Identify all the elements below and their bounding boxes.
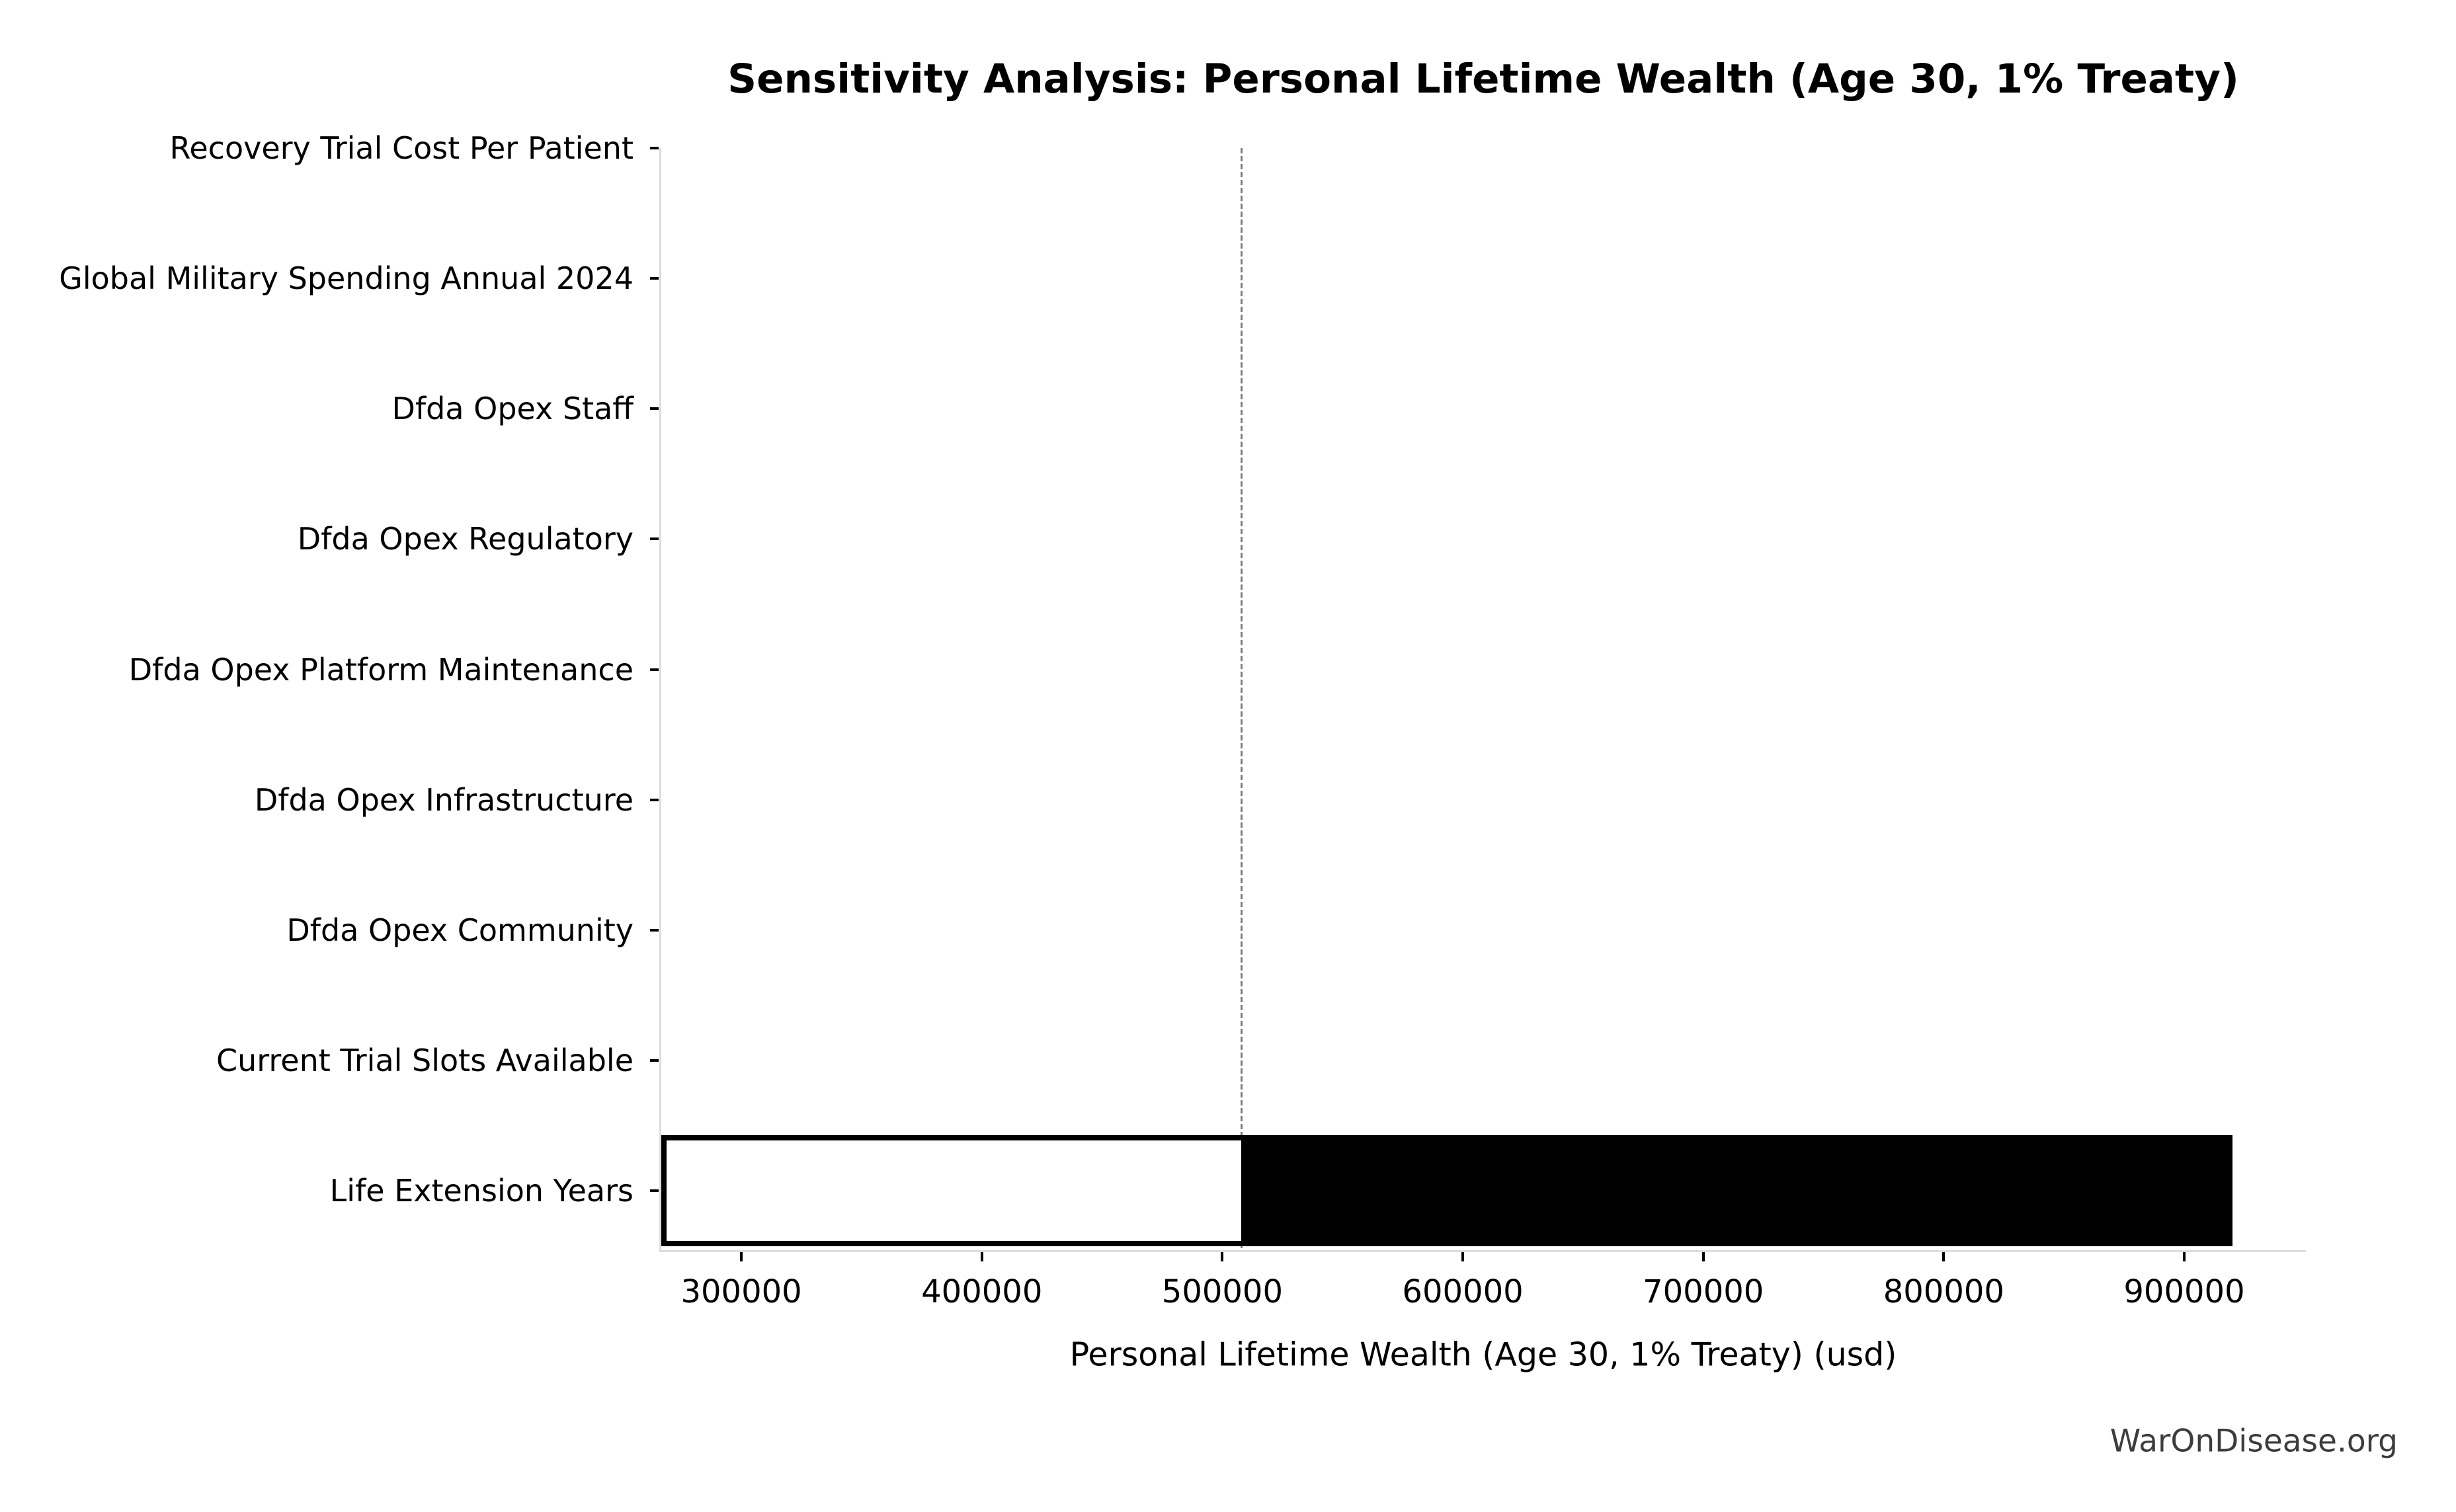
y-axis-label: Life Extension Years xyxy=(329,1173,634,1209)
x-axis-spine xyxy=(659,1250,2306,1252)
watermark-text: WarOnDisease.org xyxy=(2109,1423,2398,1460)
x-axis-label: Personal Lifetime Wealth (Age 30, 1% Tre… xyxy=(1069,1335,1897,1374)
y-tick-mark xyxy=(650,928,659,932)
y-tick-mark xyxy=(650,537,659,541)
bar-high-segment xyxy=(1241,1135,2232,1246)
y-tick-mark xyxy=(650,1058,659,1062)
baseline-dashed-line xyxy=(1240,148,1243,1250)
y-axis-label: Dfda Opex Community xyxy=(286,912,634,948)
y-tick-mark xyxy=(650,1189,659,1192)
y-tick-mark xyxy=(650,147,659,149)
x-tick-label: 500000 xyxy=(1161,1273,1284,1310)
y-axis-label: Dfda Opex Regulatory xyxy=(297,521,634,557)
x-tick-mark xyxy=(740,1252,743,1261)
y-axis-label: Dfda Opex Infrastructure xyxy=(254,781,634,818)
y-axis-label: Current Trial Slots Available xyxy=(216,1042,634,1078)
y-axis-label: Dfda Opex Staff xyxy=(391,391,634,427)
x-tick-label: 800000 xyxy=(1883,1273,2004,1310)
x-tick-label: 700000 xyxy=(1643,1273,1764,1310)
x-tick-label: 300000 xyxy=(680,1273,802,1310)
y-axis-label: Recovery Trial Cost Per Patient xyxy=(169,130,634,166)
x-tick-mark xyxy=(2182,1252,2186,1261)
y-tick-mark xyxy=(650,277,659,280)
y-tick-mark xyxy=(650,407,659,411)
y-tick-mark xyxy=(650,668,659,671)
y-tick-mark xyxy=(650,798,659,801)
x-tick-mark xyxy=(1461,1252,1465,1261)
x-tick-mark xyxy=(1221,1252,1224,1261)
y-axis-label: Global Military Spending Annual 2024 xyxy=(59,260,634,297)
x-tick-label: 600000 xyxy=(1402,1273,1524,1310)
x-tick-mark xyxy=(1942,1252,1945,1261)
x-tick-mark xyxy=(1701,1252,1705,1261)
y-axis-label: Dfda Opex Platform Maintenance xyxy=(128,651,634,688)
x-tick-label: 400000 xyxy=(921,1273,1043,1310)
x-tick-label: 900000 xyxy=(2123,1273,2245,1310)
x-tick-mark xyxy=(980,1252,983,1261)
y-axis-spine xyxy=(659,148,661,1250)
chart-title: Sensitivity Analysis: Personal Lifetime … xyxy=(727,56,2239,102)
